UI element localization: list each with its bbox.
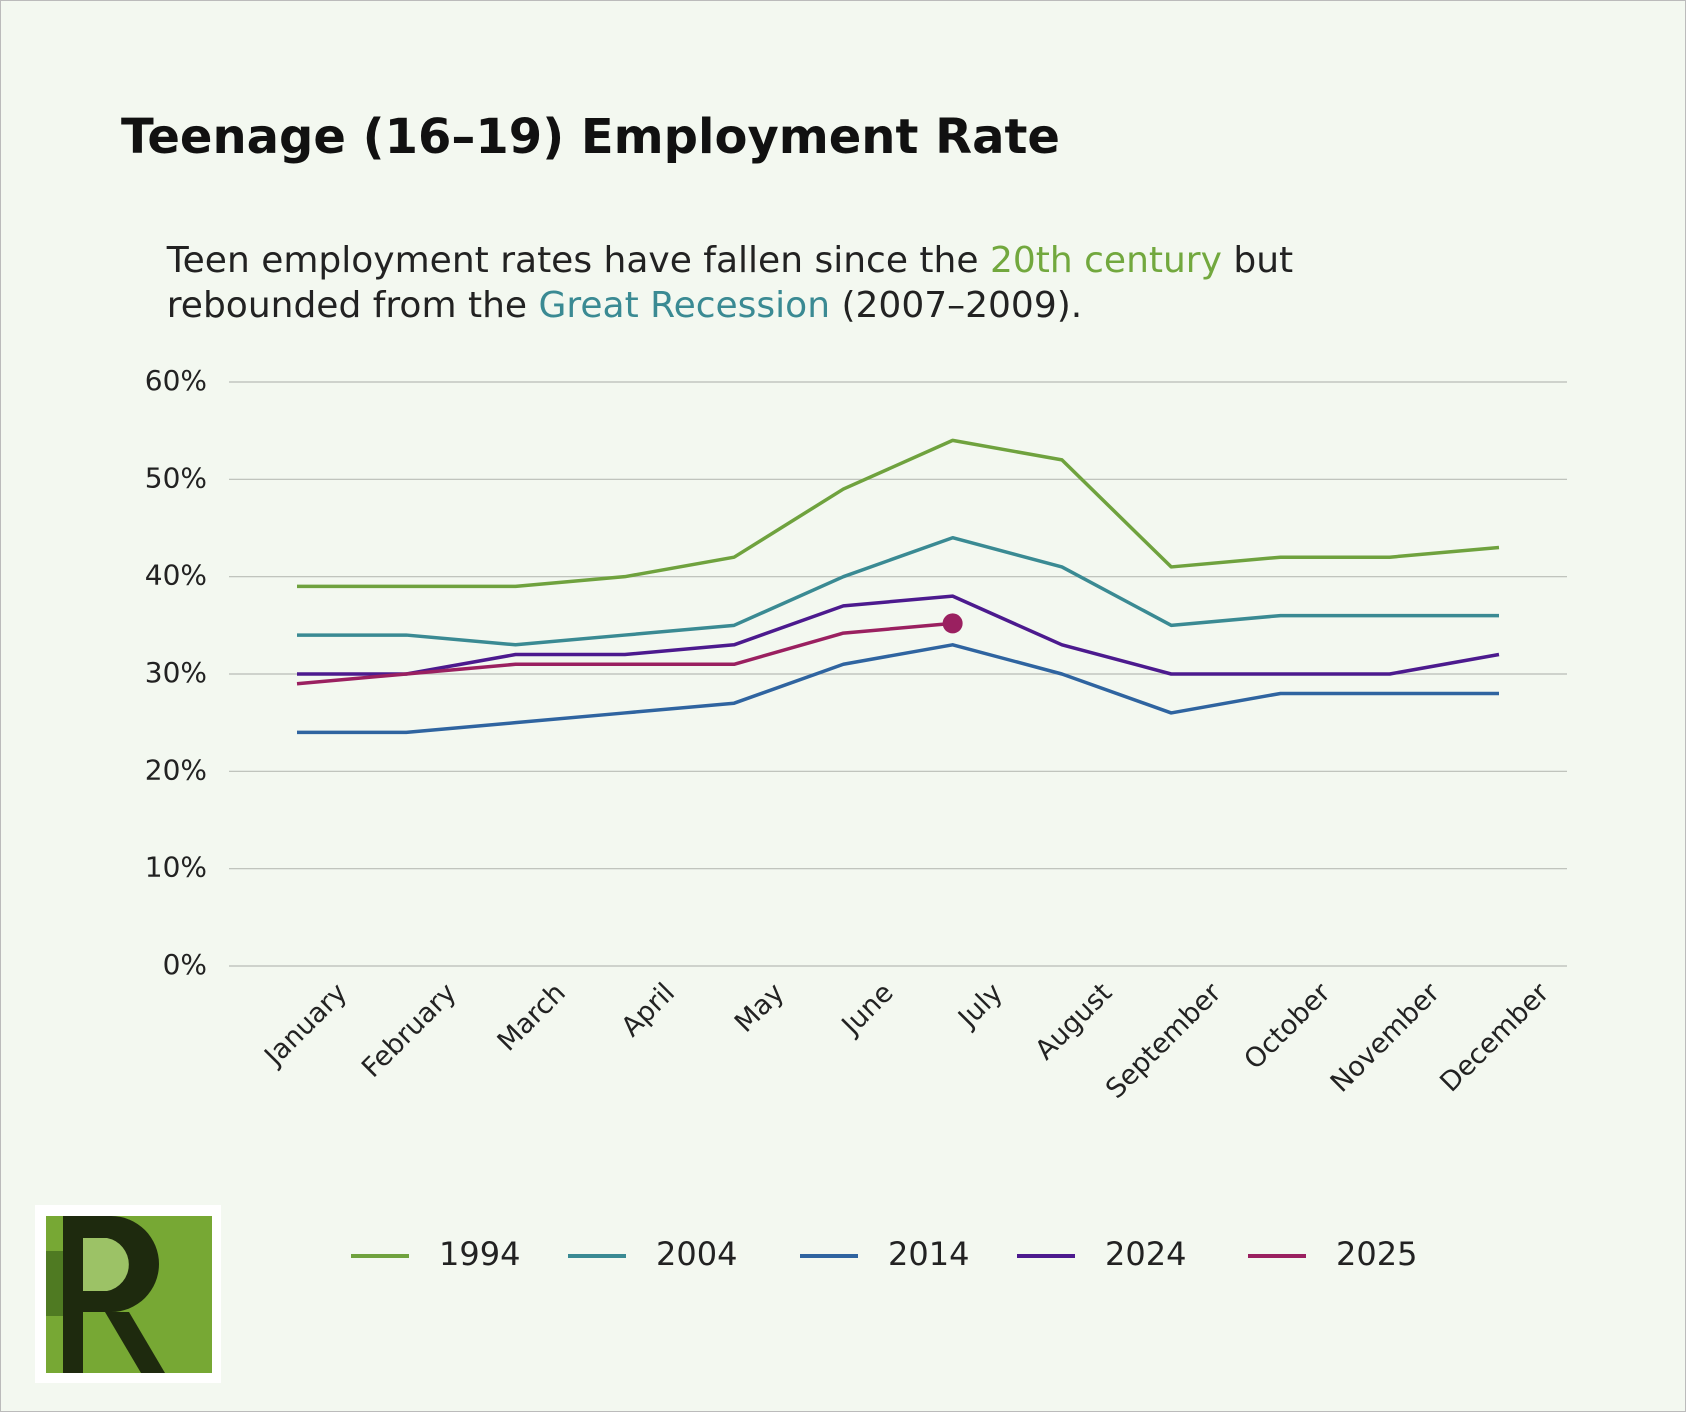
end-marker: [942, 613, 963, 634]
y-tick-label: 40%: [145, 559, 207, 592]
x-tick-label: May: [729, 977, 790, 1038]
y-tick-label: 60%: [145, 364, 207, 397]
x-tick-label: November: [1325, 977, 1447, 1099]
legend-label: 2025: [1336, 1235, 1417, 1273]
x-tick-label: April: [616, 977, 682, 1043]
subtitle-text: Teen employment rates have fallen since …: [166, 240, 990, 281]
x-tick-label: February: [356, 977, 463, 1084]
legend-label: 1994: [439, 1235, 520, 1273]
subtitle-line: Teen employment rates have fallen since …: [121, 199, 1293, 322]
logo: [35, 1205, 221, 1383]
y-tick-label: 0%: [163, 948, 207, 981]
x-tick-label: June: [835, 977, 900, 1042]
series-line: [297, 535, 1499, 647]
x-tick-label: August: [1029, 977, 1118, 1066]
x-tick-label: September: [1100, 977, 1228, 1105]
series-line: [296, 621, 953, 686]
x-tick-label: December: [1434, 977, 1556, 1099]
subtitle-text: rebounded from the: [166, 285, 539, 326]
series-line: [297, 594, 1500, 676]
legend-label: 2014: [888, 1235, 969, 1273]
subtitle-text: but: [1221, 240, 1294, 281]
y-tick-label: 30%: [145, 656, 207, 689]
series-line: [297, 438, 1500, 589]
subtitle-highlight: 20th century: [989, 240, 1222, 281]
legend-label: 2004: [656, 1235, 737, 1273]
legend-label: 2024: [1105, 1235, 1186, 1273]
subtitle-highlight: Great Recession: [538, 285, 831, 326]
y-tick-label: 10%: [145, 851, 207, 884]
x-tick-label: January: [258, 977, 354, 1073]
subtitle-line: rebounded from the Great Recession (2007…: [121, 244, 1082, 367]
chart-title: Teenage (16–19) Employment Rate: [121, 109, 1060, 165]
x-tick-label: October: [1238, 977, 1337, 1076]
series-line: [297, 643, 1499, 735]
subtitle-text: (2007–2009).: [830, 285, 1083, 326]
y-tick-label: 20%: [145, 753, 207, 786]
x-tick-label: March: [492, 977, 572, 1057]
x-tick-label: July: [951, 977, 1009, 1035]
y-tick-label: 50%: [145, 461, 207, 494]
